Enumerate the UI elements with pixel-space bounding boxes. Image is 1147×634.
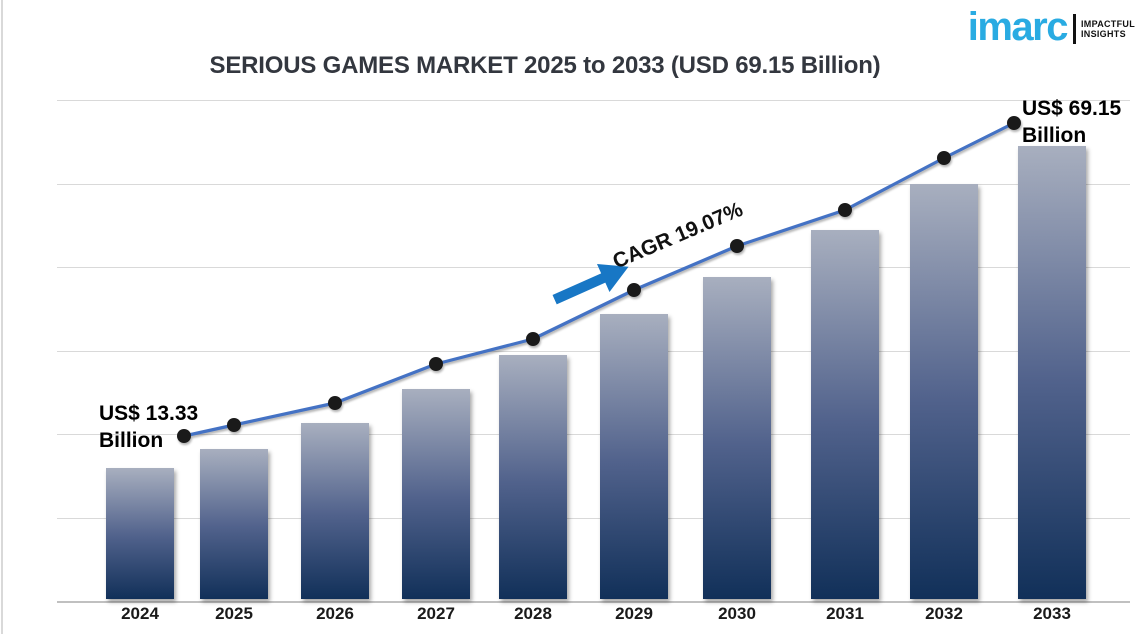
logo-tagline: IMPACTFUL INSIGHTS [1081,19,1135,40]
title-container: SERIOUS GAMES MARKET 2025 to 2033 (USD 6… [0,0,1090,80]
bar-2030 [703,277,771,599]
annotation-end-line1: US$ 69.15 [1022,97,1122,120]
gridline-2 [57,267,1130,268]
bar-2033 [1018,146,1086,599]
x-tick-2025: 2025 [215,604,253,623]
imarc-wordmark: imarc [967,5,1069,49]
annotation-start-value: US$ 13.33 Billion [99,400,198,454]
data-point-2031 [838,203,852,217]
x-tick-2024: 2024 [121,604,159,623]
x-axis-line [57,601,1130,603]
gridline-3 [57,350,1130,352]
gridline-1 [57,183,1130,185]
data-point-2030 [730,239,744,253]
trend-line [183,121,1015,438]
data-point-2028 [526,332,540,346]
bar-2027 [402,389,470,599]
bar-2031 [811,230,879,599]
x-tick-2026: 2026 [316,604,354,623]
gridline-5 [57,517,1130,519]
x-tick-2032: 2032 [925,604,963,623]
bar-2029 [600,314,668,599]
chart-title: SERIOUS GAMES MARKET 2025 to 2033 (USD 6… [209,52,881,79]
data-point-2024 [177,429,191,443]
bar-2028 [499,355,567,599]
data-point-2027 [429,357,443,371]
gridline-4 [57,434,1130,435]
x-tick-2029: 2029 [615,604,653,623]
bar-2024 [106,468,174,599]
left-border-line [1,0,3,634]
bar-2032 [910,184,978,599]
data-point-2026 [328,396,342,410]
data-point-2025 [227,418,241,432]
bar-2026 [301,423,369,599]
annotation-start-line2: Billion [99,429,164,452]
x-tick-2028: 2028 [514,604,552,623]
x-tick-2027: 2027 [417,604,455,623]
cagr-arrow-icon [552,263,629,305]
logo-divider-bar [1072,14,1076,44]
x-tick-2031: 2031 [826,604,864,623]
data-point-2032 [937,151,951,165]
x-tick-2030: 2030 [718,604,756,623]
x-tick-2033: 2033 [1033,604,1071,623]
annotation-start-line1: US$ 13.33 [99,402,199,425]
data-point-2033 [1007,116,1021,130]
data-point-2029 [627,283,641,297]
annotation-end-line2: Billion [1022,124,1087,147]
logo-tagline-line1: IMPACTFUL [1080,18,1135,29]
bar-2025 [200,449,268,599]
imarc-logo: imarc IMPACTFUL INSIGHTS [968,5,1135,49]
logo-tagline-line2: INSIGHTS [1080,29,1126,39]
gridline-0 [57,100,1130,101]
annotation-end-value: US$ 69.15 Billion [1022,95,1121,149]
